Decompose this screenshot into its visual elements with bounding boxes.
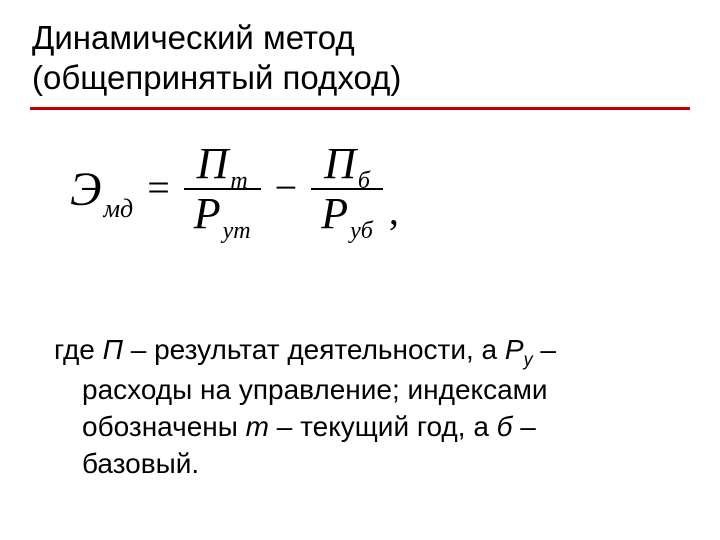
equation-row: Э мд = Пт Рут − Пб Руб (70, 140, 399, 238)
equation: Э мд = Пт Рут − Пб Руб (70, 140, 399, 238)
frac2-numerator: Пб (314, 140, 380, 188)
body-where: где (54, 334, 103, 365)
frac1-numerator: Пт (187, 140, 258, 188)
body-dash1: – (123, 334, 154, 365)
frac1-den-sub: ут (223, 218, 251, 244)
frac2-denominator: Руб (311, 190, 383, 238)
fraction-2: Пб Руб (311, 140, 383, 238)
frac1-denominator: Рут (184, 190, 261, 238)
frac1-num-sub: т (230, 168, 247, 194)
lhs-symbol: Э мд (70, 162, 133, 217)
frac1-num-symbol: П (197, 139, 229, 188)
body-var-t: т (246, 411, 269, 442)
body-dash3: – (269, 411, 300, 442)
body-text: где П – результат деятельности, а Ру – р… (54, 332, 669, 483)
frac1-den-symbol: Р (194, 189, 221, 238)
frac2-num-sub: б (358, 168, 370, 194)
frac2-den-symbol: Р (321, 189, 348, 238)
fraction-1: Пт Рут (184, 140, 261, 238)
equals-sign: = (147, 164, 170, 211)
frac2-num-symbol: П (324, 139, 356, 188)
body-dash4: – (512, 411, 535, 442)
body-var-b: б (497, 411, 513, 442)
body-tekush: текущий год, а (300, 411, 497, 442)
body-result: результат деятельности, а (154, 334, 505, 365)
slide: Динамический метод (общепринятый подход)… (0, 0, 720, 540)
frac2-den-sub: уб (350, 218, 373, 244)
lhs-base: Э (70, 162, 101, 217)
trailing-comma: , (389, 187, 399, 234)
slide-title: Динамический метод (общепринятый подход) (32, 18, 692, 99)
body-bazovyi: базовый. (82, 448, 199, 479)
minus-sign: − (275, 164, 298, 211)
body-var-R: Р (505, 334, 524, 365)
title-line2: (общепринятый подход) (32, 59, 401, 96)
body-dash2: – (533, 334, 556, 365)
body-rashody: расходы на управление; индексами (82, 374, 548, 405)
body-var-R-sub: у (524, 350, 533, 370)
lhs-subscript: мд (103, 194, 133, 224)
body-oboz: обозначены (82, 411, 246, 442)
title-line1: Динамический метод (32, 19, 355, 56)
body-var-P: П (103, 334, 123, 365)
title-underline (30, 107, 690, 110)
